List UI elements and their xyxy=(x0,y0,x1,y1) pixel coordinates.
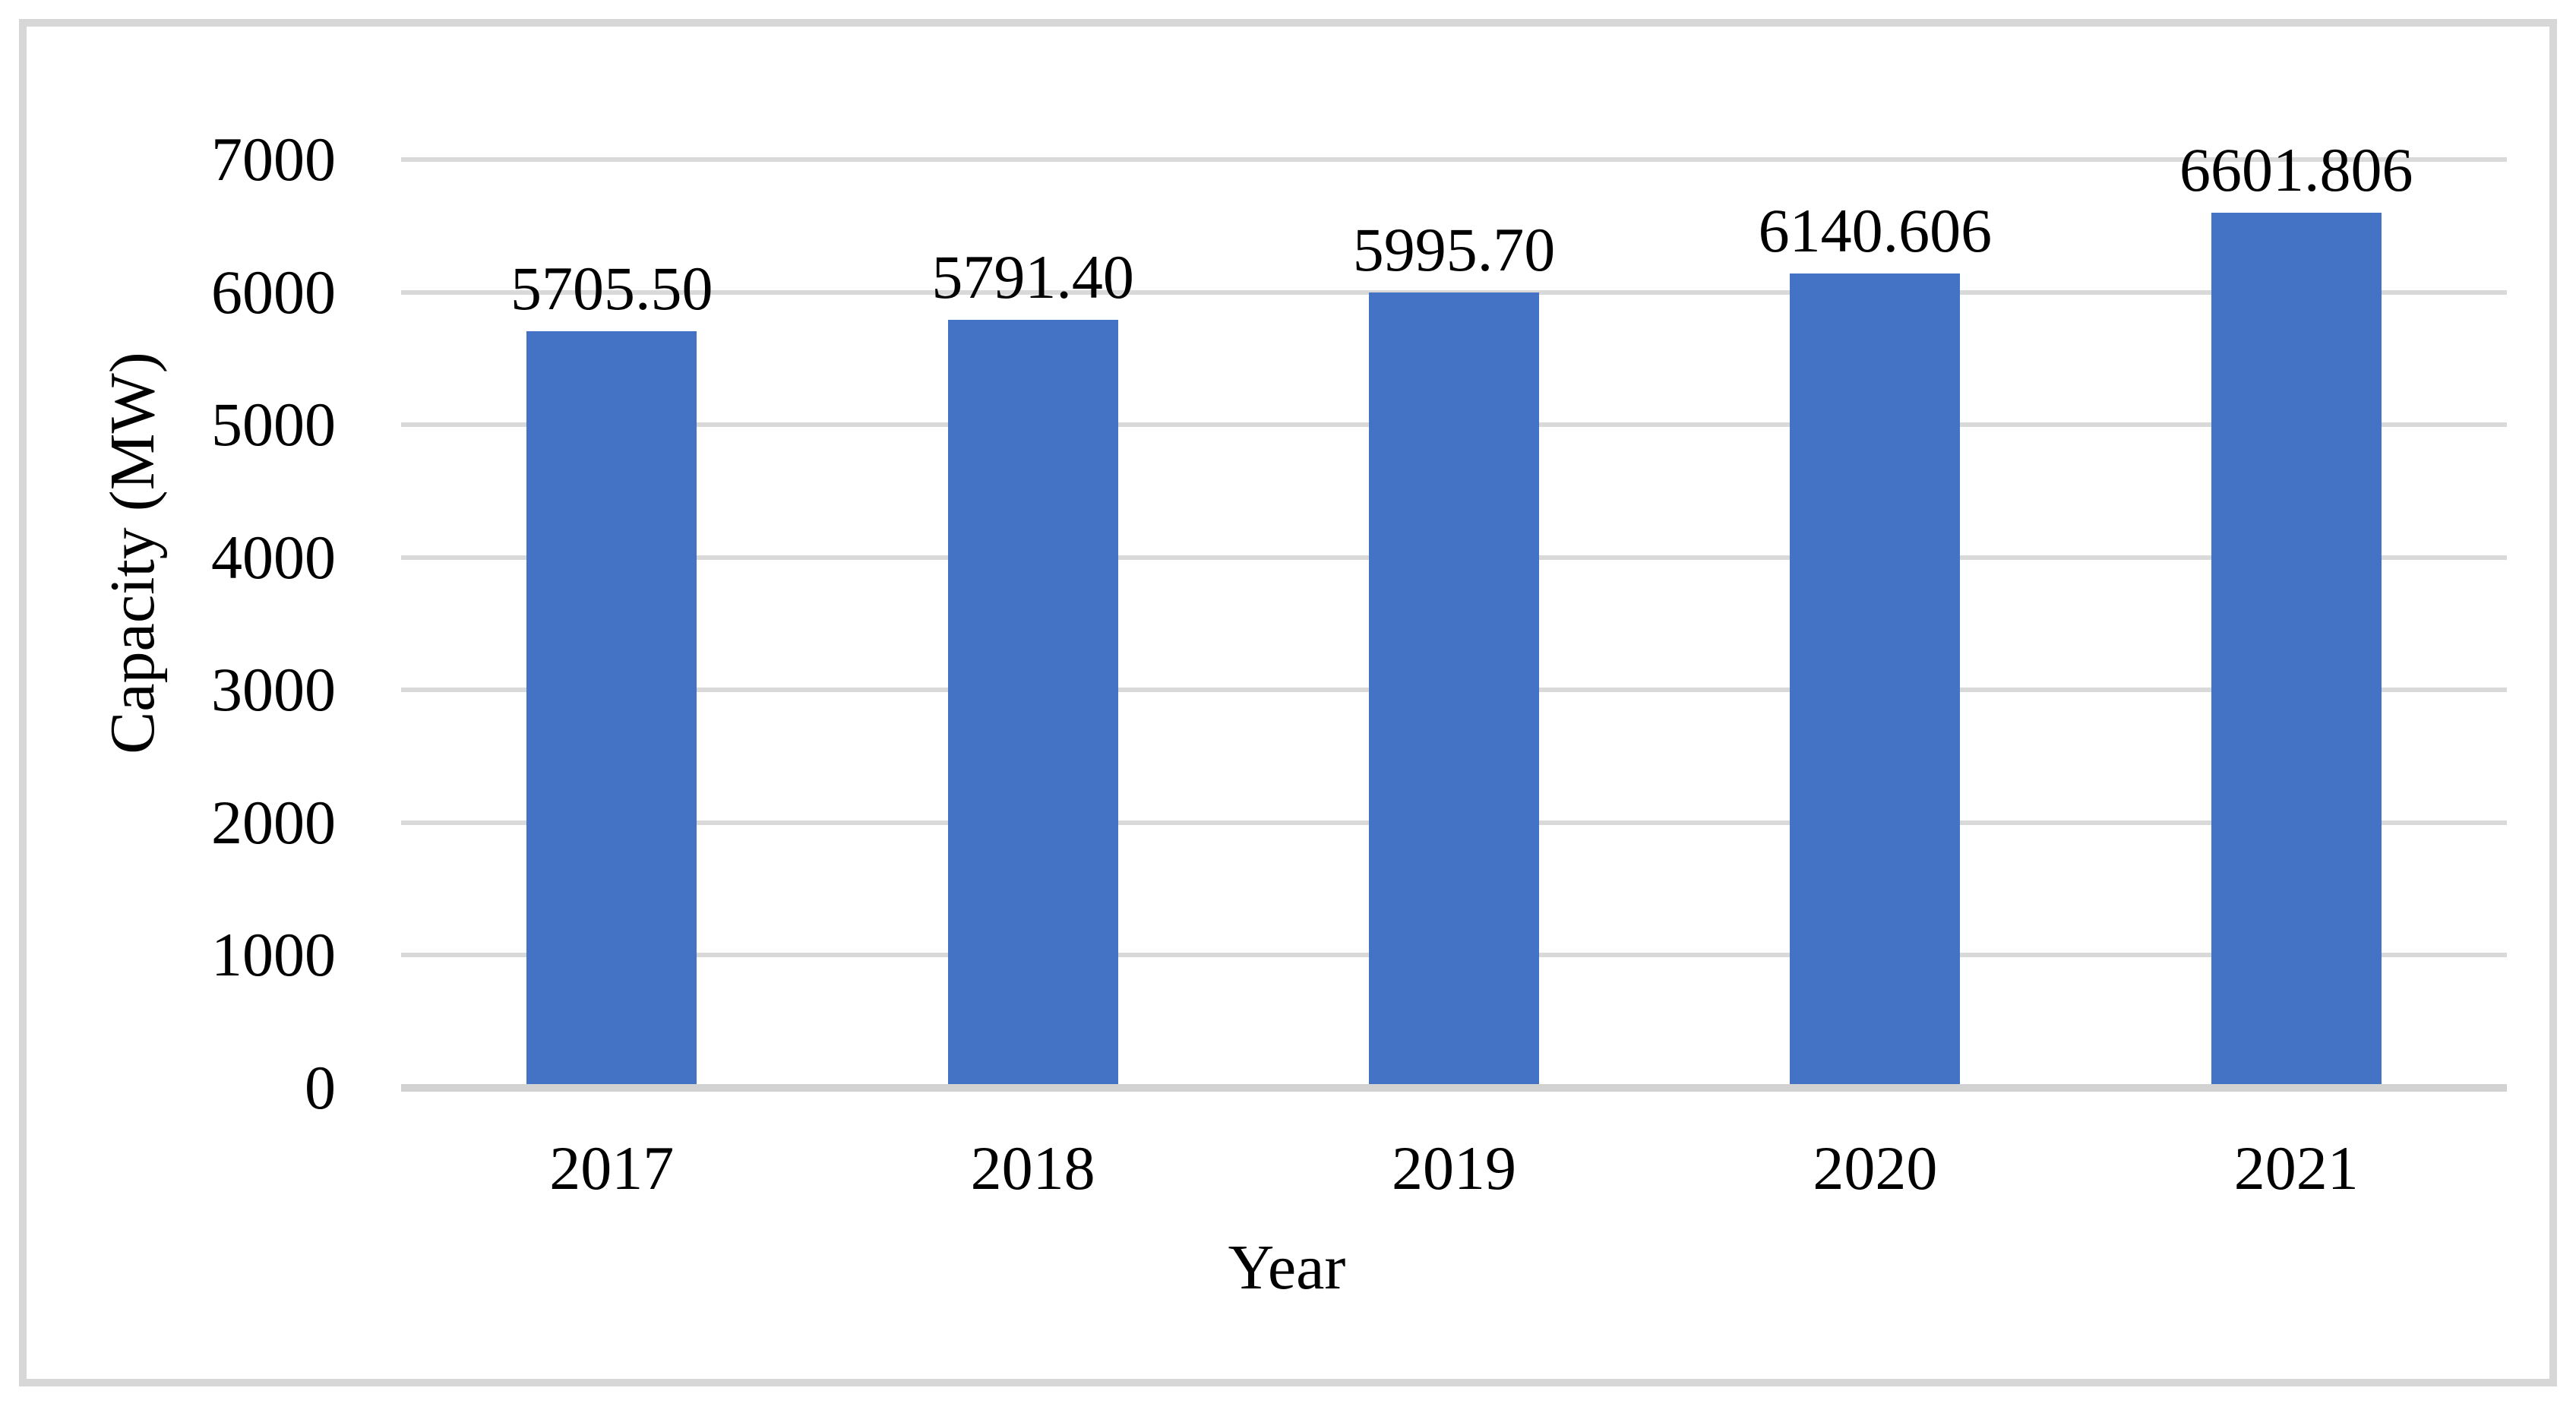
x-tick-label-2020: 2020 xyxy=(1813,1133,1938,1203)
data-label-2020: 6140.606 xyxy=(1758,196,1993,266)
data-label-2021: 6601.806 xyxy=(2179,134,2413,204)
bar-2019 xyxy=(1369,292,1539,1084)
data-label-2018: 5791.40 xyxy=(931,242,1134,311)
bar-2017 xyxy=(526,330,697,1084)
gridline-7000 xyxy=(401,157,2507,162)
x-tick-label-2021: 2021 xyxy=(2233,1133,2359,1203)
x-tick-label-2017: 2017 xyxy=(549,1133,675,1203)
bar-2020 xyxy=(1790,273,1961,1084)
bar-2021 xyxy=(2211,212,2382,1084)
x-axis-line xyxy=(401,1084,2507,1092)
y-tick-label-7000: 7000 xyxy=(211,125,336,194)
data-label-2019: 5995.70 xyxy=(1352,215,1556,285)
x-tick-label-2018: 2018 xyxy=(970,1133,1095,1203)
x-tick-label-2019: 2019 xyxy=(1392,1133,1516,1203)
y-tick-label-5000: 5000 xyxy=(211,390,336,460)
y-tick-label-2000: 2000 xyxy=(211,787,336,857)
bar-2018 xyxy=(947,319,1118,1084)
y-tick-label-0: 0 xyxy=(305,1053,336,1122)
y-tick-label-1000: 1000 xyxy=(211,920,336,990)
data-label-2017: 5705.50 xyxy=(510,253,713,323)
y-tick-label-6000: 6000 xyxy=(211,257,336,327)
gridline-6000 xyxy=(401,289,2507,295)
chart-border-frame xyxy=(19,19,2557,1386)
x-axis-title: Year xyxy=(1228,1232,1346,1303)
y-tick-label-4000: 4000 xyxy=(211,522,336,592)
y-tick-label-3000: 3000 xyxy=(211,655,336,725)
